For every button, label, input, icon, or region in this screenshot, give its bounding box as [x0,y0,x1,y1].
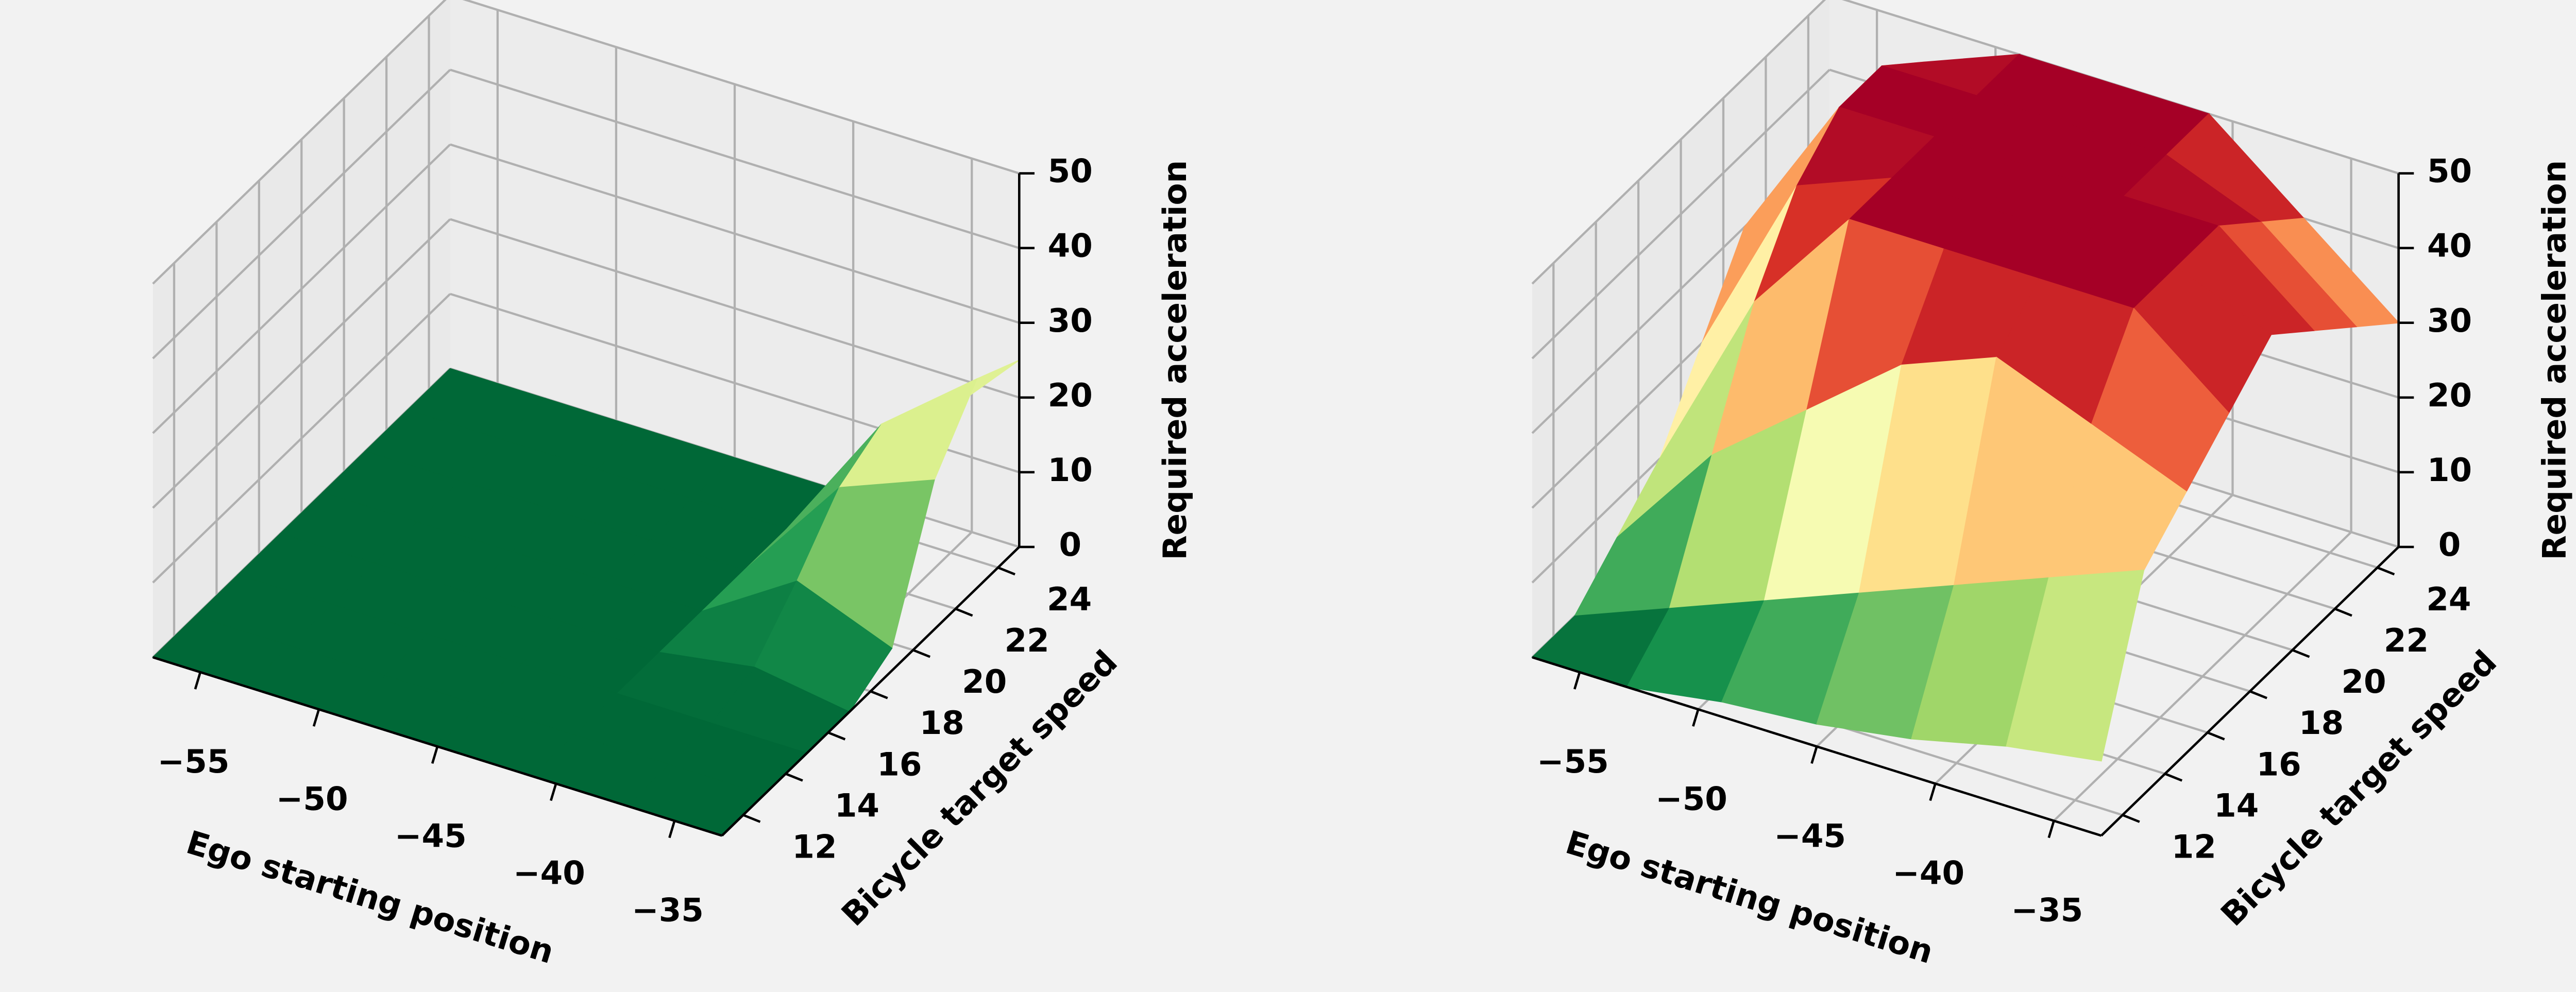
y-tick-label: 14 [835,786,879,824]
z-tick-label: 50 [2427,152,2472,190]
z-tick-label: 10 [1048,451,1093,489]
x-tick [1810,746,1818,764]
y-tick-label: 12 [792,828,837,865]
z-axis-label: Required acceleration [1156,160,1194,560]
z-tick-label: 50 [1048,152,1093,190]
x-tick-label: −50 [276,780,348,817]
y-tick [2377,566,2395,576]
x-tick-label: −55 [158,743,230,780]
x-tick-label: −45 [1774,817,1846,854]
y-tick-label: 12 [2172,828,2216,865]
grid-line [152,0,447,285]
y-tick [955,607,973,617]
y-tick [997,566,1015,576]
x-tick [312,709,320,727]
y-tick-label: 16 [2257,745,2301,783]
y-tick [912,648,931,658]
y-tick-label: 24 [1047,580,1092,618]
y-tick-label: 14 [2214,786,2259,824]
y-tick [2292,648,2310,658]
y-tick [2334,607,2352,617]
y-tick-label: 20 [2341,663,2386,700]
z-tick-label: 30 [2427,302,2472,339]
y-tick-label: 22 [2384,622,2429,659]
x-tick-label: −40 [1892,854,1964,892]
z-tick-label: 30 [1048,302,1093,339]
z-tick-label: 0 [2438,526,2461,563]
x-tick-label: −50 [1655,780,1727,817]
x-tick [1929,783,1937,801]
y-tick [827,731,846,741]
y-tick-label: 18 [2299,704,2344,742]
grid-line [1531,69,1831,360]
x-tick [668,820,676,839]
grid-line [1531,0,1826,285]
x-tick [2047,820,2055,839]
grid-line [462,0,1020,175]
x-tick [194,672,202,690]
x-tick-label: −35 [2011,892,2083,929]
x-tick [1573,672,1581,690]
y-tick-label: 24 [2426,580,2471,618]
z-tick-label: 40 [2427,227,2472,265]
x-tick-label: −35 [632,892,704,929]
y-tick [2249,690,2267,699]
x-tick-label: −55 [1537,743,1609,780]
y-tick-label: 20 [962,663,1007,700]
grid-line [152,143,451,434]
surface-patch [2006,570,2145,762]
grid-line [450,218,1020,399]
y-tick-label: 16 [877,745,922,783]
y-tick-label: 22 [1005,622,1049,659]
grid-line [152,69,451,360]
grid-line [152,293,451,584]
y-tick-label: 18 [920,704,964,742]
grid-line [450,69,1020,249]
z-tick-label: 20 [1048,377,1093,414]
x-tick [550,783,557,801]
z-tick-label: 10 [2427,451,2472,489]
y-tick [870,690,888,699]
y-tick [742,814,761,823]
z-tick-label: 0 [1059,526,1081,563]
x-tick [431,746,439,764]
x-tick [1692,709,1700,727]
z-tick-label: 40 [1048,227,1093,265]
x-tick-label: −40 [513,854,585,892]
z-tick-label: 20 [2427,377,2472,414]
y-tick [785,773,803,782]
grid-line [152,218,451,509]
y-tick [2122,814,2140,823]
y-tick [2164,773,2183,782]
y-tick [2207,731,2225,741]
grid-line [450,143,1020,324]
z-axis-label: Required acceleration [2535,160,2573,560]
x-tick-label: −45 [395,817,467,854]
